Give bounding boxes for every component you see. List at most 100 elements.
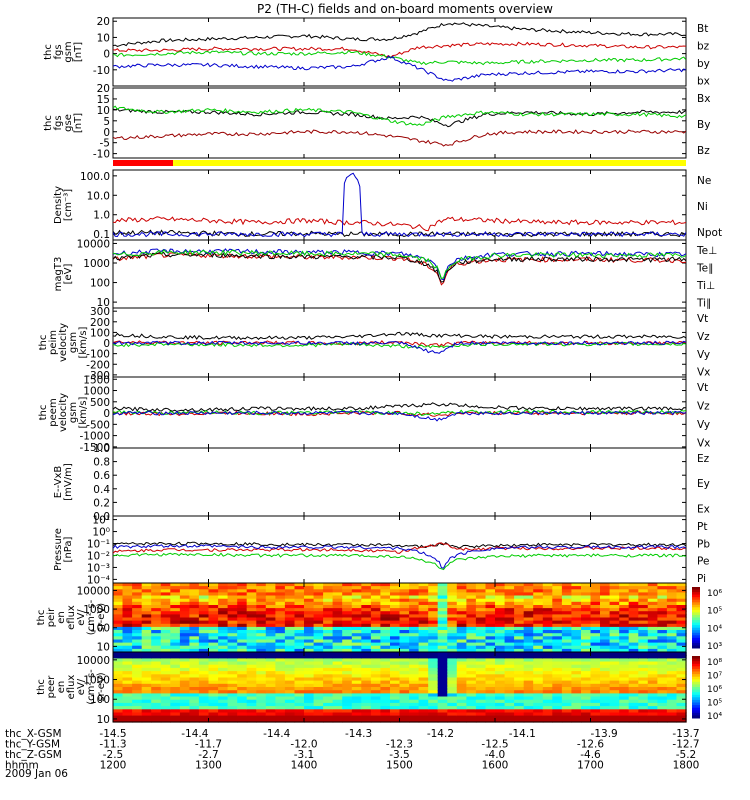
spectrogram-cell <box>227 608 238 612</box>
spectrogram-cell <box>246 652 257 656</box>
spectrogram-cell <box>571 699 582 704</box>
spectrogram-cell <box>151 592 162 597</box>
spectrogram-cell <box>485 664 496 669</box>
spectrogram-cell <box>380 652 391 656</box>
spectrogram-cell <box>380 626 391 631</box>
spectrogram-cell <box>265 680 276 685</box>
spectrogram-cell <box>418 611 429 615</box>
spectrogram-cell <box>198 642 210 647</box>
spectrogram-cell <box>141 658 152 663</box>
spectrogram-cell <box>533 690 544 694</box>
spectrogram-cell <box>647 658 658 663</box>
spectrogram-cell <box>132 674 143 679</box>
spectrogram-cell <box>246 645 257 650</box>
spectrogram-cell <box>485 639 496 644</box>
spectrogram-cell <box>638 648 649 653</box>
spectrogram-cell <box>552 601 563 606</box>
spectrogram-cell <box>323 687 334 691</box>
spectrogram-cell <box>256 718 267 723</box>
y-axis-label: thc peer en eflux eV/(cm²-s-sr-eV) <box>36 669 107 705</box>
spectrogram-cell <box>294 690 305 694</box>
y-tick-label: 10000 <box>77 655 110 667</box>
spectrogram-cell <box>304 601 315 606</box>
spectrogram-cell <box>571 715 582 720</box>
spectrogram-cell <box>390 611 401 615</box>
spectrogram-cell <box>284 586 296 590</box>
y-tick-label: 100.0 <box>80 171 110 183</box>
spectrogram-cell <box>227 690 238 694</box>
spectrogram-cell <box>179 592 191 597</box>
spectrogram-cell <box>132 639 143 644</box>
spectrogram-cell <box>160 687 171 691</box>
spectrogram-cell <box>533 633 544 637</box>
colorbar-step <box>692 615 700 618</box>
spectrogram-cell <box>179 589 191 593</box>
spectrogram-cell <box>323 601 334 606</box>
spectrogram-cell <box>113 664 124 669</box>
spectrogram-cell <box>571 636 582 640</box>
spectrogram-cell <box>437 645 448 650</box>
spectrogram-cell <box>313 586 324 590</box>
spectrogram-cell <box>600 648 611 653</box>
series-line-Vt <box>113 331 686 341</box>
spectrogram-cell <box>294 709 305 714</box>
spectrogram-cell <box>237 586 248 590</box>
colorbar-step <box>692 671 700 675</box>
series-group <box>113 248 686 286</box>
spectrogram-cell <box>628 642 639 647</box>
spectrogram-cell <box>399 614 410 619</box>
spectrogram-cell <box>275 586 286 590</box>
spectrogram-cell <box>227 626 238 631</box>
spectrogram-cell <box>437 611 448 615</box>
spectrogram-cell <box>475 690 487 694</box>
spectrogram-cell <box>552 639 563 644</box>
spectrogram-cell <box>466 645 477 650</box>
spectrogram-cell <box>495 592 506 597</box>
spectrogram-cell <box>418 636 429 640</box>
spectrogram-cell <box>332 626 343 631</box>
spectrogram-cell <box>495 709 506 714</box>
spectrogram-cell <box>485 611 496 615</box>
spectrogram-cell <box>390 702 401 707</box>
spectrogram-cell <box>552 633 563 637</box>
legend-entry: bx <box>697 76 710 88</box>
series-line-Pe <box>113 552 686 571</box>
y-axis-label-line: peem <box>48 398 59 426</box>
spectrogram-cell <box>284 712 296 717</box>
spectrogram-cell <box>581 687 592 691</box>
y-tick-label: 15 <box>97 94 110 106</box>
spectrogram-cell <box>590 608 601 612</box>
series-line-Ne <box>113 216 686 232</box>
spectrogram-cell <box>246 605 257 609</box>
spectrogram-cell <box>122 601 133 606</box>
spectrogram-cell <box>456 626 467 631</box>
spectrogram-cell <box>284 614 296 619</box>
colorbar-step <box>692 622 700 626</box>
spectrogram-cell <box>237 718 248 723</box>
spectrogram-cell <box>647 667 658 672</box>
spectrogram-cell <box>198 636 210 640</box>
spectrogram-cell <box>666 605 678 609</box>
spectrogram-cell <box>657 605 668 609</box>
spectrogram-cell <box>246 601 257 606</box>
spectrogram-cell <box>361 592 372 597</box>
spectrogram-cell <box>600 605 611 609</box>
spectrogram-cell <box>619 620 630 625</box>
spectrogram-cell <box>284 611 296 615</box>
spectrogram-cell <box>514 680 525 685</box>
spectrogram-cell <box>170 586 181 590</box>
spectrogram-cell <box>160 648 171 653</box>
spectrogram-cell <box>638 630 649 634</box>
spectrogram-cell <box>151 611 162 615</box>
spectrogram-cell <box>447 605 458 609</box>
spectrogram-cell <box>466 620 477 625</box>
spectrogram-cell <box>437 608 448 612</box>
y-axis-label-line: Pressure <box>53 528 64 571</box>
spectrogram-cell <box>218 677 229 682</box>
spectrogram-cell <box>495 648 506 653</box>
spectrogram-cell <box>170 677 181 682</box>
spectrogram-cell <box>284 718 296 723</box>
spectrogram-cell <box>380 693 391 698</box>
spectrogram-cell <box>485 592 496 597</box>
